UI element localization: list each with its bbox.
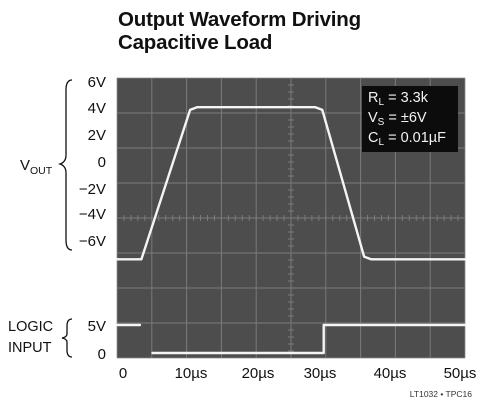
legend-rl: RL = 3.3k — [368, 90, 428, 108]
x-tick-label: 10µs — [175, 365, 208, 382]
vout-tick-label: 6V — [88, 74, 106, 91]
x-tick-label: 40µs — [374, 365, 407, 382]
figure-id: LT1032 • TPC16 — [409, 389, 472, 399]
logic-label-line-2: INPUT — [8, 340, 52, 356]
x-tick-label: 0 — [119, 365, 127, 382]
vout-tick-label: −4V — [79, 206, 106, 223]
x-tick-label: 50µs — [444, 365, 477, 382]
vout-tick-label: 0 — [98, 154, 106, 171]
logic-label-line-1: LOGIC — [8, 319, 53, 335]
vout-tick-label: −6V — [79, 233, 106, 250]
vout-tick-label: −2V — [79, 181, 106, 198]
x-tick-label: 20µs — [242, 365, 275, 382]
legend-box: RL = 3.3k VS = ±6V CL = 0.01µF — [362, 86, 458, 152]
logic-trace — [115, 323, 467, 355]
chart-title: Output Waveform Driving Capacitive Load — [118, 8, 361, 54]
vout-axis-label: VOUT — [20, 157, 53, 177]
vout-brace — [57, 79, 73, 251]
logic-tick-label: 0 — [98, 346, 106, 363]
x-tick-label: 30µs — [304, 365, 337, 382]
chart-title-line-1: Output Waveform Driving — [118, 8, 361, 31]
logic-brace — [61, 318, 73, 358]
legend-cl: CL = 0.01µF — [368, 130, 447, 148]
chart-title-line-2: Capacitive Load — [118, 31, 273, 54]
logic-tick-label: 5V — [88, 318, 106, 335]
legend-vs: VS = ±6V — [368, 110, 427, 128]
vout-trace — [115, 106, 467, 261]
vout-tick-label: 2V — [88, 127, 106, 144]
vout-tick-label: 4V — [88, 100, 106, 117]
